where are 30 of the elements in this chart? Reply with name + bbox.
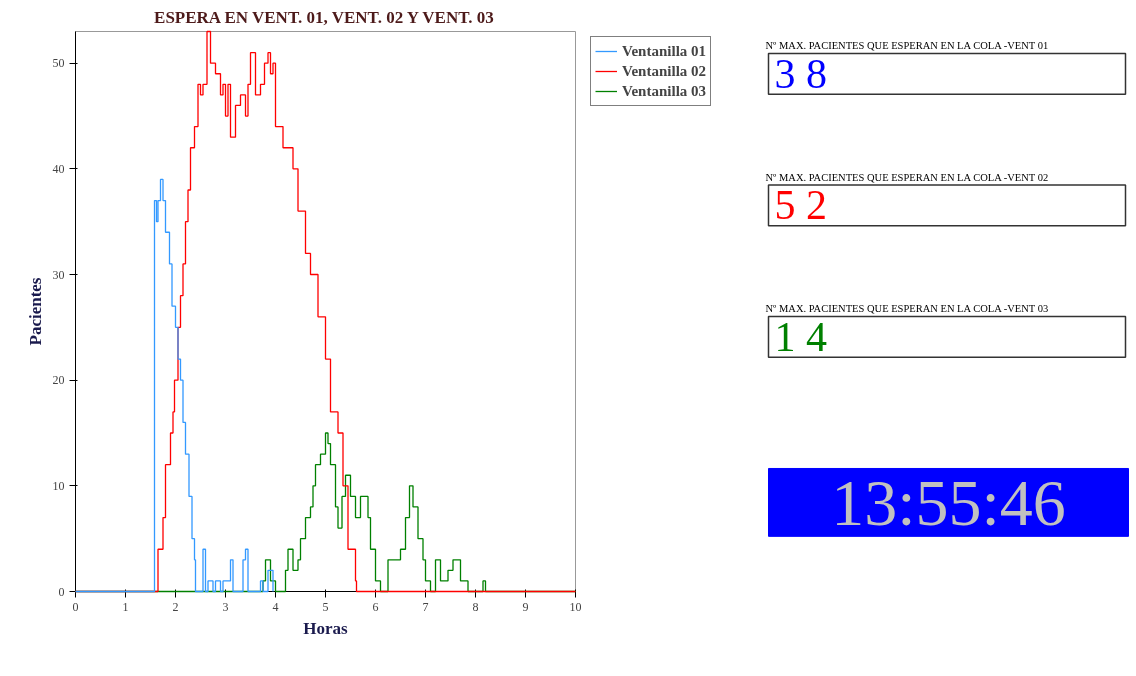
- text: 5 2: [774, 182, 827, 229]
- y-tick-label: 50: [52, 56, 65, 71]
- y-tick-label: 40: [52, 161, 65, 176]
- x-tick-label: 5: [322, 599, 329, 614]
- text: 13:55:46: [831, 465, 1066, 539]
- y-tick-label: 10: [52, 478, 65, 493]
- x-tick-label: 4: [272, 599, 279, 614]
- y-tick-label: 20: [52, 373, 65, 388]
- x-tick-label: 2: [172, 599, 179, 614]
- legend-label: Ventanilla 02: [622, 62, 707, 80]
- text: 3 8: [774, 50, 827, 97]
- text: 1 4: [774, 313, 827, 360]
- x-tick-label: 10: [569, 599, 582, 614]
- x-tick-label: 6: [372, 599, 379, 614]
- y-axis-title: Pacientes: [25, 277, 45, 346]
- y-tick-label: 0: [58, 584, 65, 599]
- x-tick-label: 3: [222, 599, 229, 614]
- text: Nº MAX. PACIENTES QUE ESPERAN EN LA COLA -VENT 03: [765, 303, 1049, 315]
- x-axis-title: Horas: [303, 618, 349, 638]
- x-tick-label: 8: [472, 599, 479, 614]
- chart-title: ESPERA EN VENT. 01, VENT. 02 Y VENT. 03: [154, 7, 494, 27]
- x-tick-label: 1: [122, 599, 129, 614]
- text: Nº MAX. PACIENTES QUE ESPERAN EN LA COLA -VENT 01: [765, 39, 1049, 51]
- x-tick-label: 9: [522, 599, 529, 614]
- y-tick-label: 30: [52, 267, 65, 282]
- legend-label: Ventanilla 03: [622, 82, 707, 100]
- x-tick-label: 0: [72, 599, 79, 614]
- text: Nº MAX. PACIENTES QUE ESPERAN EN LA COLA -VENT 02: [765, 171, 1049, 183]
- x-tick-label: 7: [422, 599, 429, 614]
- legend-label: Ventanilla 01: [622, 42, 707, 60]
